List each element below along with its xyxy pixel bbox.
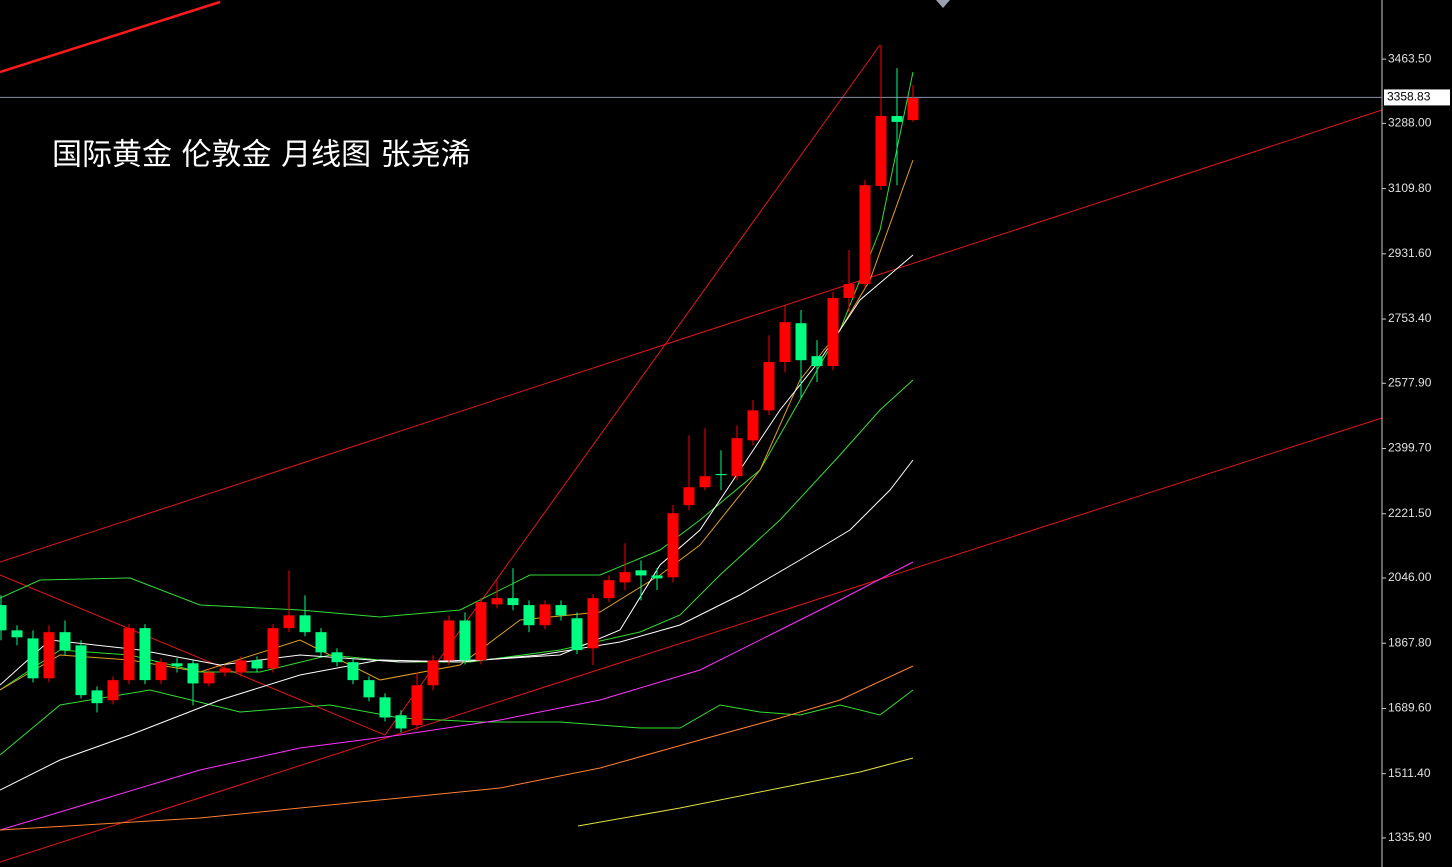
candle-body	[427, 660, 439, 686]
y-tick-label: 2753.40	[1388, 311, 1432, 325]
y-tick-label: 2931.60	[1388, 246, 1432, 260]
candle-body	[907, 98, 919, 121]
ma-white	[0, 459, 914, 791]
candle-body	[299, 615, 311, 633]
candle-body	[75, 645, 87, 696]
candle-body	[827, 297, 839, 367]
candle-body	[667, 513, 679, 578]
candle-body	[283, 615, 295, 629]
y-tick-label: 2046.00	[1388, 570, 1432, 584]
ma-orange	[0, 665, 914, 831]
candle-body	[139, 628, 151, 681]
ma-yellow	[577, 757, 914, 827]
y-tick-label: 2577.90	[1388, 375, 1432, 389]
candle-body	[155, 662, 167, 681]
candle-body	[555, 605, 567, 616]
candle-body	[811, 356, 823, 367]
candle-body	[875, 116, 887, 186]
candle-body	[507, 598, 519, 606]
candle-body	[891, 116, 903, 122]
candle-body	[635, 570, 647, 576]
candle-body	[43, 632, 55, 679]
y-tick-label: 2221.50	[1388, 506, 1432, 520]
candle-body	[843, 284, 855, 298]
candle-body	[107, 680, 119, 701]
candle-body	[203, 672, 215, 684]
candle-body	[331, 652, 343, 663]
candle-body	[619, 572, 631, 583]
y-tick-label: 3463.50	[1388, 51, 1432, 65]
candle-body	[11, 630, 23, 638]
candle-body	[859, 185, 871, 285]
candle-body	[763, 362, 775, 411]
drawings	[0, 0, 1383, 867]
candle-body	[91, 690, 103, 704]
candle-body	[219, 668, 231, 673]
candle-body	[683, 487, 695, 506]
candle-body	[347, 662, 359, 681]
candle-body	[523, 605, 535, 626]
trend-line	[0, 417, 1383, 863]
y-tick-label: 1867.80	[1388, 635, 1432, 649]
candle-body	[443, 620, 455, 661]
candle-body	[251, 660, 263, 669]
y-tick-label: 1689.60	[1388, 701, 1432, 715]
candle-body	[315, 632, 327, 653]
candle-body	[171, 663, 183, 667]
trend-line	[0, 109, 1383, 563]
candle-body	[715, 474, 727, 476]
candle-body	[491, 598, 503, 605]
trend-line	[384, 44, 881, 736]
candle-body	[395, 715, 407, 729]
last-price-box	[1384, 89, 1450, 106]
trend-line	[0, 0, 221, 74]
boll-lower	[0, 689, 914, 756]
y-tick-label: 3109.80	[1388, 181, 1432, 195]
candle-body	[363, 680, 375, 698]
y-tick-label: 2399.70	[1388, 441, 1432, 455]
candle-body	[0, 605, 7, 631]
candle-body	[267, 628, 279, 669]
candle-body	[571, 618, 583, 651]
y-tick-label: 3288.00	[1388, 116, 1432, 130]
candle-body	[475, 602, 487, 661]
y-tick-label: 1335.90	[1388, 830, 1432, 844]
candle-body	[587, 598, 599, 649]
candle-body	[459, 620, 471, 661]
candle-body	[379, 697, 391, 718]
ma-magenta	[0, 561, 914, 831]
candle-body	[731, 438, 743, 477]
candle-body	[651, 575, 663, 579]
candle-body	[795, 323, 807, 361]
marker	[936, 0, 950, 8]
candle-body	[699, 476, 711, 488]
chart-title: 国际黄金 伦敦金 月线图 张尧浠	[52, 138, 471, 173]
candle-body	[27, 638, 39, 679]
candle-body	[235, 660, 247, 673]
candle-body	[411, 685, 423, 726]
candle-body	[603, 580, 615, 599]
trend-line	[0, 574, 386, 736]
y-tick-label: 1511.40	[1388, 766, 1431, 780]
candle-body	[187, 663, 199, 684]
candle-body	[779, 322, 791, 363]
candle-body	[539, 604, 551, 626]
candle-body	[747, 410, 759, 441]
candle-body	[123, 628, 135, 681]
candle-body	[59, 632, 71, 651]
last-price-label: 3358.83	[1387, 90, 1431, 104]
